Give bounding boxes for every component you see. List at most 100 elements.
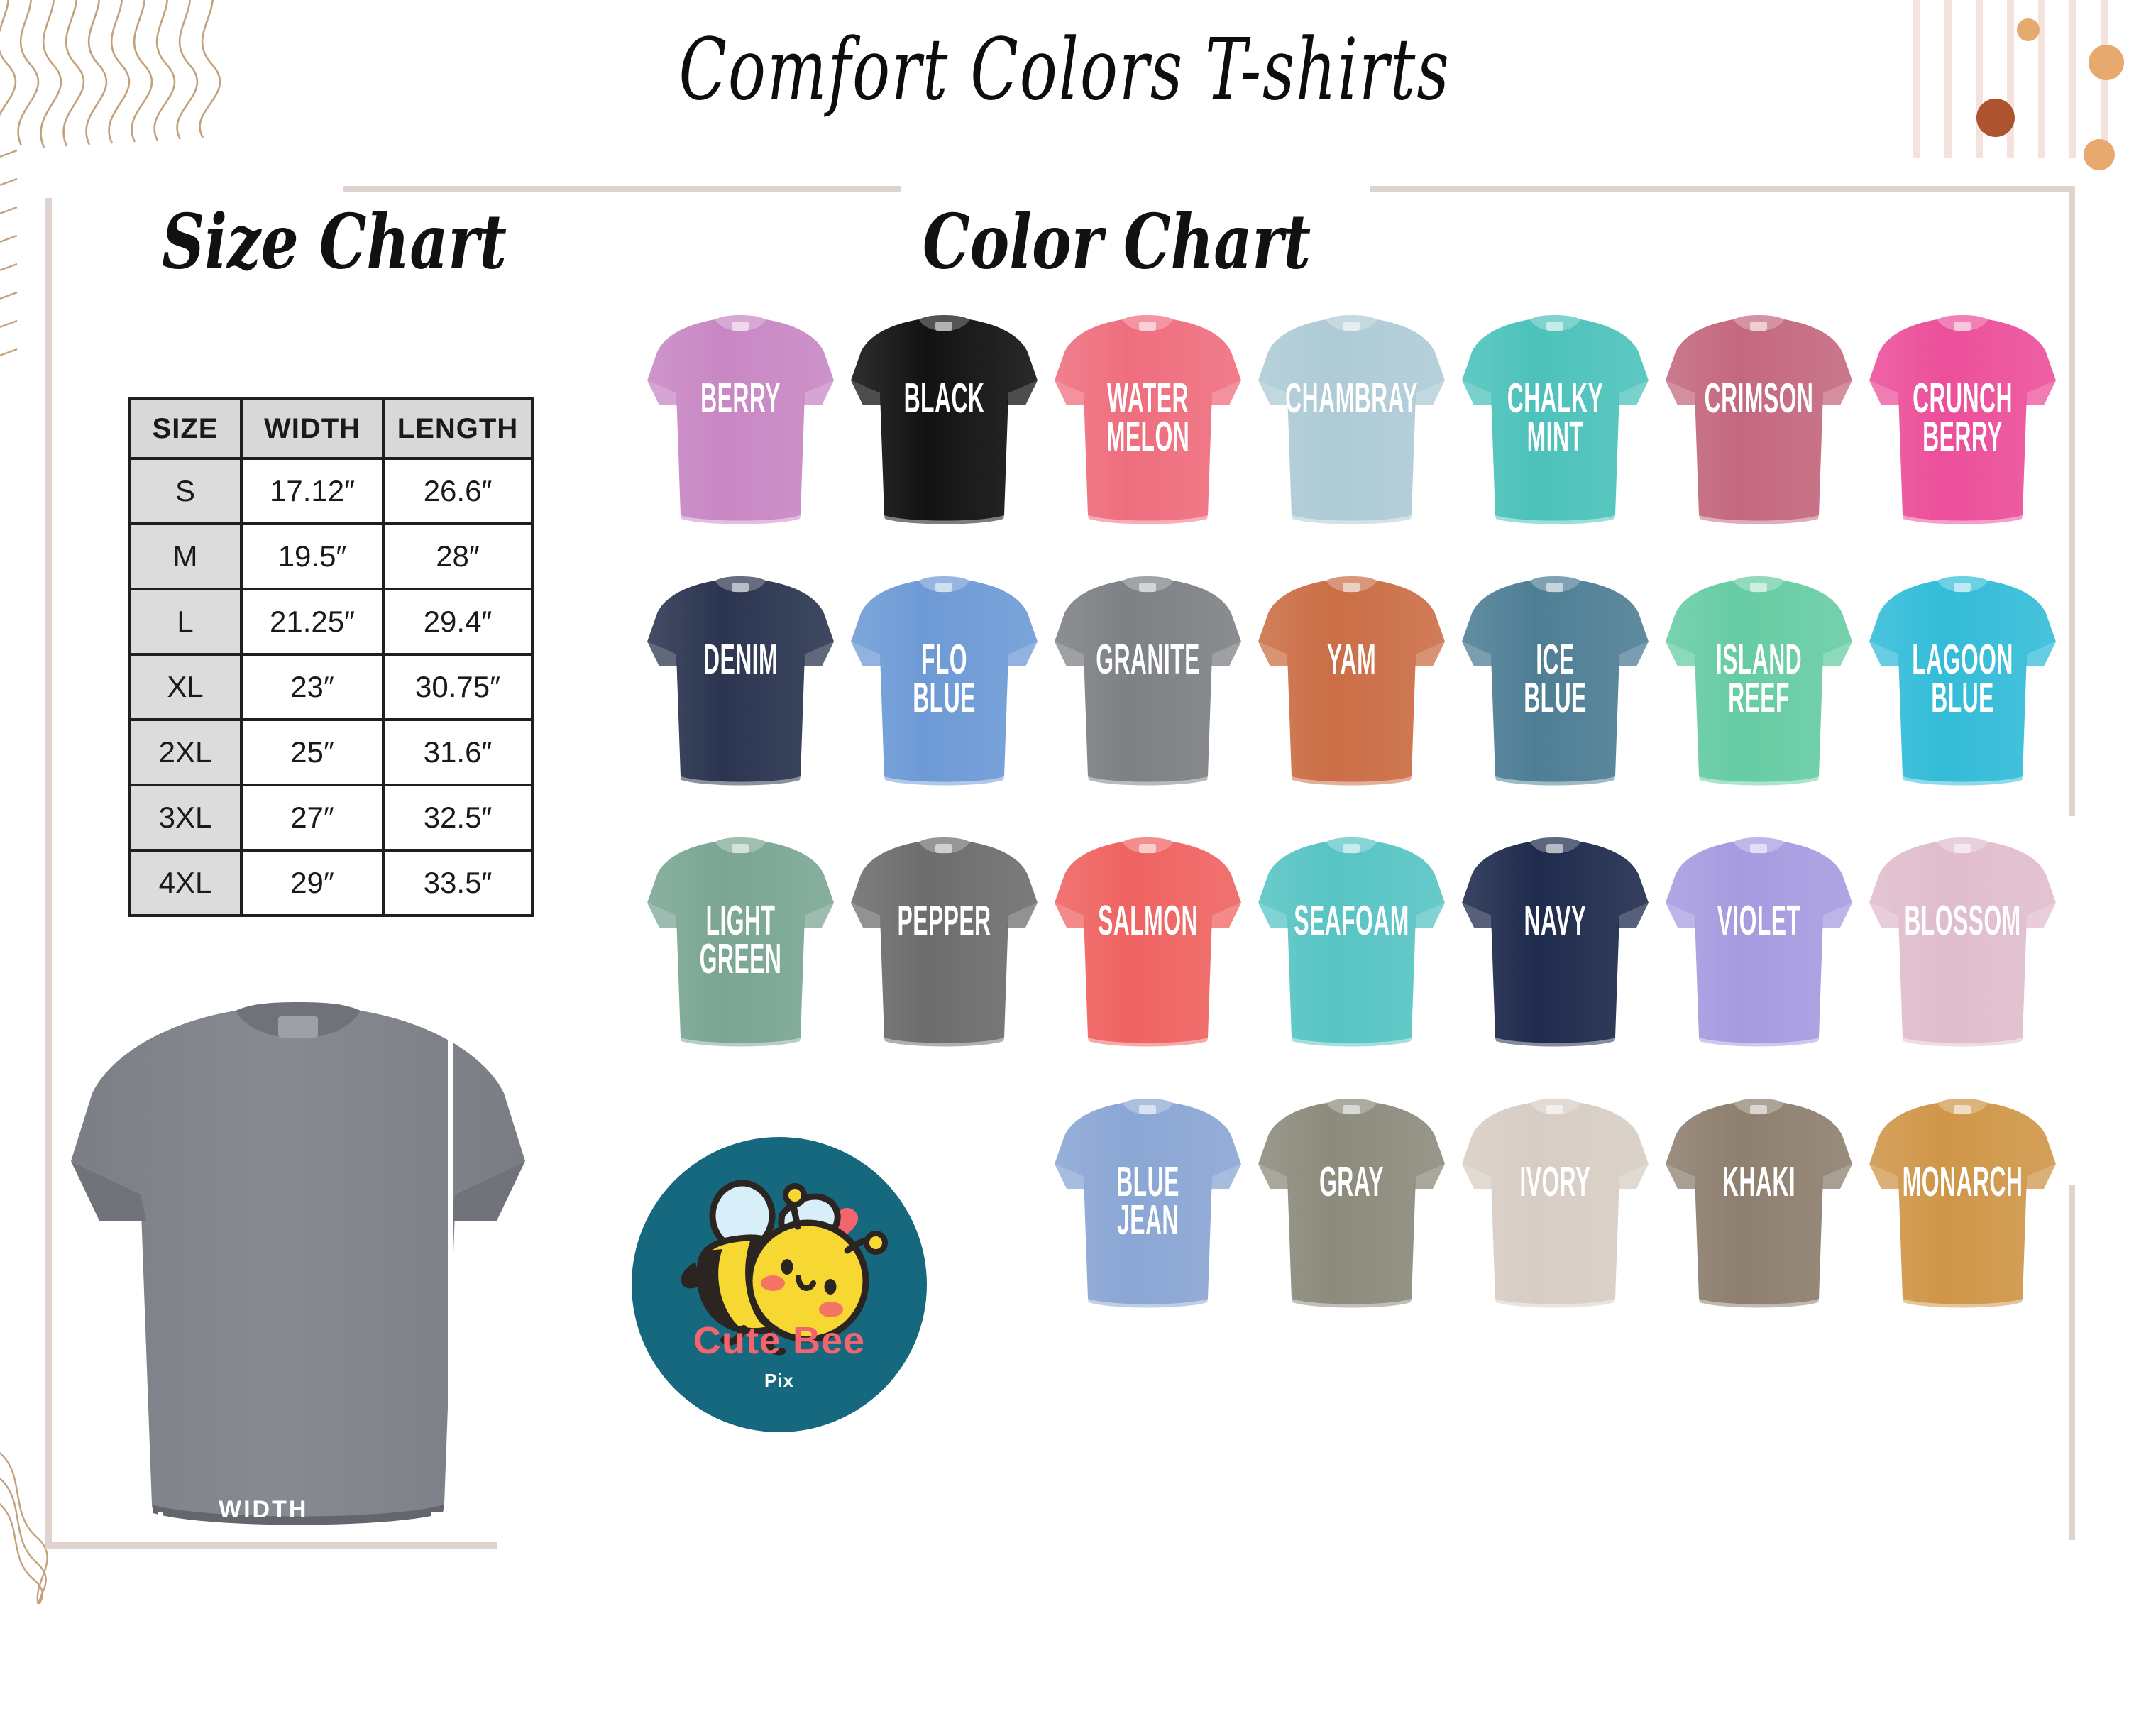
width-dimension-label: WIDTH	[219, 1496, 309, 1523]
column-header-length: LENGTH	[382, 397, 534, 460]
color-name-label: LIGHT GREEN	[699, 898, 782, 984]
color-swatch-seafoam[interactable]: SEAFOAM	[1250, 835, 1453, 1096]
tshirt-icon	[647, 315, 834, 524]
color-swatch-chalky-mint[interactable]: CHALKY MINT	[1453, 312, 1657, 573]
tshirt-icon	[1666, 837, 1852, 1047]
color-swatch-navy[interactable]: NAVY	[1453, 835, 1657, 1096]
color-swatch-ivory[interactable]: IVORY	[1453, 1096, 1657, 1357]
cell-size: XL	[128, 653, 243, 721]
brand-name: Cute Bee	[693, 1319, 866, 1362]
color-name-label: CHALKY MINT	[1507, 375, 1604, 461]
length-dimension-label: LENGTH	[444, 1624, 471, 1736]
color-swatch-black[interactable]: BLACK	[842, 312, 1046, 573]
cell-width: 17.12″	[240, 457, 385, 525]
table-row: 3XL 27″ 32.5″	[128, 784, 534, 852]
color-swatch-chambray[interactable]: CHAMBRAY	[1250, 312, 1453, 573]
cell-length: 32.5″	[382, 784, 534, 852]
color-swatch-crimson[interactable]: CRIMSON	[1657, 312, 1861, 573]
cell-width: 27″	[240, 784, 385, 852]
tshirt-icon	[851, 576, 1038, 786]
color-swatch-gray[interactable]: GRAY	[1250, 1096, 1453, 1357]
tshirt-icon	[1055, 1099, 1241, 1308]
tshirt-icon	[647, 576, 834, 786]
table-row: XL 23″ 30.75″	[128, 653, 534, 721]
color-name-label: GRANITE	[1096, 637, 1200, 683]
tshirt-icon	[1462, 576, 1649, 786]
table-row: M 19.5″ 28″	[128, 522, 534, 590]
color-chart-heading: Color Chart	[923, 197, 1311, 286]
color-swatch-ice-blue[interactable]: ICE BLUE	[1453, 573, 1657, 835]
cell-size: S	[128, 457, 243, 525]
color-name-label: NAVY	[1524, 898, 1587, 945]
tshirt-icon	[1258, 576, 1445, 786]
color-swatch-flo-blue[interactable]: FLO BLUE	[842, 573, 1046, 835]
measurement-shirt-illustration	[71, 1002, 525, 1551]
tshirt-icon	[1666, 1099, 1852, 1308]
color-swatch-violet[interactable]: VIOLET	[1657, 835, 1861, 1096]
color-swatch-granite[interactable]: GRANITE	[1046, 573, 1250, 835]
color-swatch-lagoon-blue[interactable]: LAGOON BLUE	[1861, 573, 2064, 835]
table-row: L 21.25″ 29.4″	[128, 588, 534, 656]
cell-length: 30.75″	[382, 653, 534, 721]
color-name-label: CRIMSON	[1704, 375, 1814, 422]
tshirt-icon	[1055, 837, 1241, 1047]
color-swatch-crunch-berry[interactable]: CRUNCH BERRY	[1861, 312, 2064, 573]
color-swatch-yam[interactable]: YAM	[1250, 573, 1453, 835]
color-swatch-khaki[interactable]: KHAKI	[1657, 1096, 1861, 1357]
cell-size: L	[128, 588, 243, 656]
tshirt-icon	[1666, 576, 1852, 786]
tshirt-icon	[1869, 837, 2056, 1047]
cell-width: 25″	[240, 718, 385, 786]
tshirt-icon	[1055, 576, 1241, 786]
brand-subtitle: Pix	[764, 1370, 795, 1391]
color-swatch-watermelon[interactable]: WATER MELON	[1046, 312, 1250, 573]
color-name-label: VIOLET	[1717, 898, 1801, 945]
color-swatch-blossom[interactable]: BLOSSOM	[1861, 835, 2064, 1096]
cell-width: 29″	[240, 849, 385, 917]
column-header-size: SIZE	[128, 397, 243, 460]
cell-size: M	[128, 522, 243, 590]
column-header-width: WIDTH	[240, 397, 385, 460]
cell-width: 23″	[240, 653, 385, 721]
color-name-label: PEPPER	[897, 898, 991, 945]
color-chart-grid: BERRY BLACK WATER MELON	[639, 312, 2065, 1357]
decorative-waves-top-left	[0, 0, 221, 148]
color-name-label: WATER MELON	[1106, 375, 1190, 461]
cute-bee-logo-icon	[632, 1137, 927, 1432]
page-title: Comfort Colors T-shirts	[678, 20, 1451, 119]
color-swatch-blue-jean[interactable]: BLUE JEAN	[1046, 1096, 1250, 1357]
cell-width: 19.5″	[240, 522, 385, 590]
color-swatch-salmon[interactable]: SALMON	[1046, 835, 1250, 1096]
color-name-label: SEAFOAM	[1294, 898, 1409, 945]
table-row: S 17.12″ 26.6″	[128, 457, 534, 525]
frame-gap-right	[2062, 816, 2083, 1185]
tshirt-icon	[1869, 315, 2056, 524]
cell-size: 2XL	[128, 718, 243, 786]
tshirt-icon	[1258, 315, 1445, 524]
cell-length: 31.6″	[382, 718, 534, 786]
color-swatch-berry[interactable]: BERRY	[639, 312, 842, 573]
table-row: 4XL 29″ 33.5″	[128, 849, 534, 917]
color-swatch-light-green[interactable]: LIGHT GREEN	[639, 835, 842, 1096]
tshirt-icon	[647, 837, 834, 1047]
decorative-waves-bottom-left	[0, 1451, 48, 1604]
tshirt-icon	[1666, 315, 1852, 524]
decorative-stripes-top-right	[1913, 0, 2124, 170]
table-header-row: SIZE WIDTH LENGTH	[128, 397, 534, 460]
color-name-label: GRAY	[1319, 1159, 1384, 1206]
color-swatch-monarch[interactable]: MONARCH	[1861, 1096, 2064, 1357]
cell-length: 29.4″	[382, 588, 534, 656]
cell-length: 28″	[382, 522, 534, 590]
color-name-label: ICE BLUE	[1524, 637, 1587, 723]
color-name-label: KHAKI	[1722, 1159, 1796, 1206]
tshirt-icon	[1462, 837, 1649, 1047]
color-swatch-pepper[interactable]: PEPPER	[842, 835, 1046, 1096]
measurement-diagram: WIDTH LENGTH	[50, 987, 546, 1736]
cell-size: 4XL	[128, 849, 243, 917]
color-swatch-denim[interactable]: DENIM	[639, 573, 842, 835]
size-chart-table: SIZE WIDTH LENGTH S 17.12″ 26.6″ M 19.5″ 28″ L…	[128, 397, 534, 917]
color-swatch-island-reef[interactable]: ISLAND REEF	[1657, 573, 1861, 835]
cell-size: 3XL	[128, 784, 243, 852]
cell-width: 21.25″	[240, 588, 385, 656]
cell-length: 26.6″	[382, 457, 534, 525]
